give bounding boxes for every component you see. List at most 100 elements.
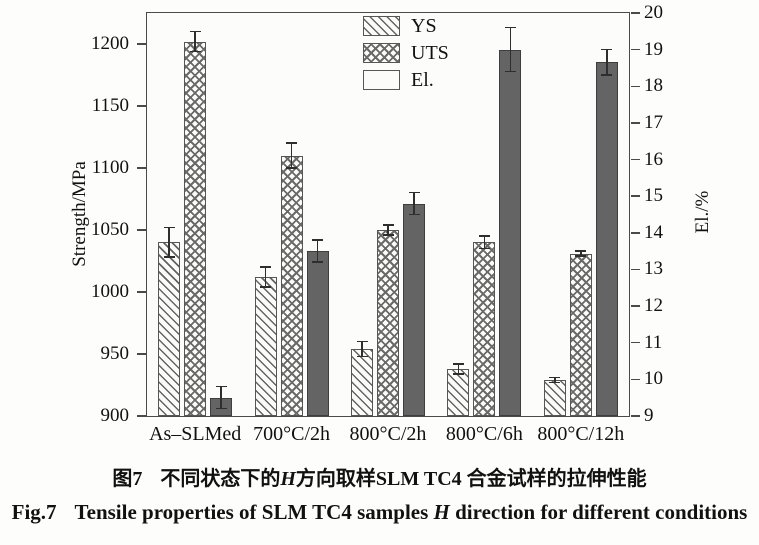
caption-zh-text-b: 方向取样SLM TC4 合金试样的拉伸性能 — [295, 468, 647, 490]
error-bar-line — [361, 341, 363, 357]
error-bar-cap-bottom — [408, 213, 420, 216]
error-bar-cap-top — [382, 224, 394, 226]
error-bar-line — [290, 143, 293, 168]
legend-item-uts: UTS — [363, 42, 449, 64]
left-axis-tick — [136, 43, 146, 45]
legend-swatch-icon — [363, 16, 400, 36]
bar-uts-1 — [280, 155, 303, 416]
legend-swatch-icon — [363, 70, 400, 90]
error-bar-cap-bottom — [163, 256, 175, 259]
error-bar-cap-bottom — [260, 286, 272, 288]
legend-item-ys: YS — [363, 15, 449, 37]
error-bar-line — [387, 225, 389, 235]
caption-zh-text-a: 不同状态下的 — [160, 468, 281, 490]
error-bar-cap-top — [312, 239, 324, 241]
bar-el-4 — [595, 62, 618, 416]
error-bar-cap-bottom — [549, 381, 561, 384]
left-axis-tick — [136, 415, 146, 417]
right-axis-tick — [630, 158, 640, 161]
left-axis-tick — [136, 291, 146, 293]
error-bar-cap-bottom — [504, 70, 516, 73]
error-bar-cap-bottom — [189, 50, 201, 53]
error-bar-cap-bottom — [382, 234, 394, 236]
error-bar-cap-bottom — [601, 74, 613, 77]
right-axis-tick-label: 12 — [644, 295, 663, 317]
error-bar-line — [168, 227, 170, 258]
error-bar-cap-top — [356, 340, 368, 343]
error-bar-line — [509, 27, 512, 72]
right-axis-tick-label: 11 — [644, 331, 663, 353]
error-bar-cap-top — [549, 376, 561, 379]
x-category-label: 800°C/6h — [445, 423, 523, 445]
error-bar-cap-bottom — [215, 407, 227, 410]
legend-label: UTS — [411, 42, 449, 64]
error-bar-cap-top — [286, 142, 298, 144]
right-axis-tick — [630, 195, 640, 197]
caption-english: Fig.7 Tensile properties of SLM TC4 sampl… — [0, 500, 759, 525]
left-axis-tick-label: 900 — [100, 405, 130, 426]
left-axis-tick-label: 1000 — [91, 281, 129, 302]
figure-captions: 图7 不同状态下的H方向取样SLM TC4 合金试样的拉伸性能 Fig.7 Tens… — [0, 462, 759, 534]
bar-ys-3 — [447, 368, 470, 416]
right-axis-tick — [630, 268, 640, 271]
bar-ys-2 — [351, 349, 373, 416]
right-axis-tick — [630, 341, 640, 344]
caption-chinese: 图7 不同状态下的H方向取样SLM TC4 合金试样的拉伸性能 — [0, 462, 759, 491]
bar-el-1 — [306, 251, 329, 416]
bar-uts-0 — [184, 41, 207, 416]
right-axis-tick-label: 16 — [644, 148, 663, 170]
right-axis-tick — [630, 48, 640, 51]
right-axis-tick-label: 10 — [644, 368, 663, 390]
error-bar-line — [457, 363, 460, 374]
left-axis-tick — [136, 105, 146, 107]
error-bar-cap-top — [189, 30, 201, 33]
error-bar-cap-top — [260, 266, 272, 268]
bar-el-2 — [403, 203, 425, 416]
right-axis-tick — [630, 305, 640, 307]
error-bar-cap-top — [478, 235, 490, 237]
plot-area: 900 950 1000 1050 1100 1150 1200 9 10 11 12 13 14 15 1… — [91, 2, 663, 445]
legend-swatch-icon — [363, 43, 400, 63]
x-category-label: 800°C/2h — [349, 423, 427, 445]
caption-en-text-b: direction for different conditions — [449, 500, 748, 524]
caption-en-text-a: Tensile properties of SLM TC4 samples — [74, 500, 434, 524]
legend: YS UTS El. — [363, 15, 449, 96]
error-bar-cap-top — [575, 250, 587, 252]
error-bar-cap-bottom — [286, 167, 298, 169]
bar-uts-4 — [569, 253, 592, 416]
left-axis-tick-label: 1100 — [91, 157, 129, 178]
error-bar-line — [220, 386, 222, 409]
left-axis-tick-label: 1200 — [91, 33, 129, 54]
error-bar-cap-bottom — [575, 255, 587, 257]
error-bar-cap-top — [452, 363, 464, 365]
bar-ys-1 — [254, 277, 277, 416]
error-bar-cap-bottom — [356, 355, 368, 358]
error-bar-line — [483, 236, 486, 249]
caption-en-number: Fig.7 — [11, 500, 57, 524]
error-bar-line — [316, 240, 319, 263]
right-axis-tick-label: 9 — [644, 405, 654, 426]
right-axis-tick — [630, 122, 640, 124]
legend-label: El. — [411, 69, 434, 91]
right-axis-tick — [630, 378, 640, 381]
bar-ys-4 — [543, 380, 566, 416]
error-bar-cap-top — [215, 385, 227, 388]
right-axis-title: El./% — [692, 190, 713, 234]
right-axis-tick-label: 19 — [644, 38, 663, 60]
error-bar-cap-bottom — [312, 261, 324, 263]
right-axis-tick-label: 17 — [644, 111, 663, 133]
error-bar-cap-top — [504, 26, 516, 29]
caption-en-italic-h: H — [433, 500, 450, 524]
left-axis-tick — [136, 229, 146, 231]
error-bar-cap-top — [601, 48, 613, 51]
legend-item-el: El. — [363, 69, 449, 91]
x-category-label: 700°C/2h — [253, 423, 331, 445]
error-bar-line — [606, 49, 608, 76]
error-bar-line — [580, 251, 582, 257]
legend-label: YS — [411, 15, 437, 37]
error-bar-cap-top — [408, 191, 420, 194]
bar-uts-2 — [377, 230, 399, 416]
left-axis-tick-label: 1150 — [91, 95, 129, 116]
bar-el-3 — [499, 49, 522, 416]
